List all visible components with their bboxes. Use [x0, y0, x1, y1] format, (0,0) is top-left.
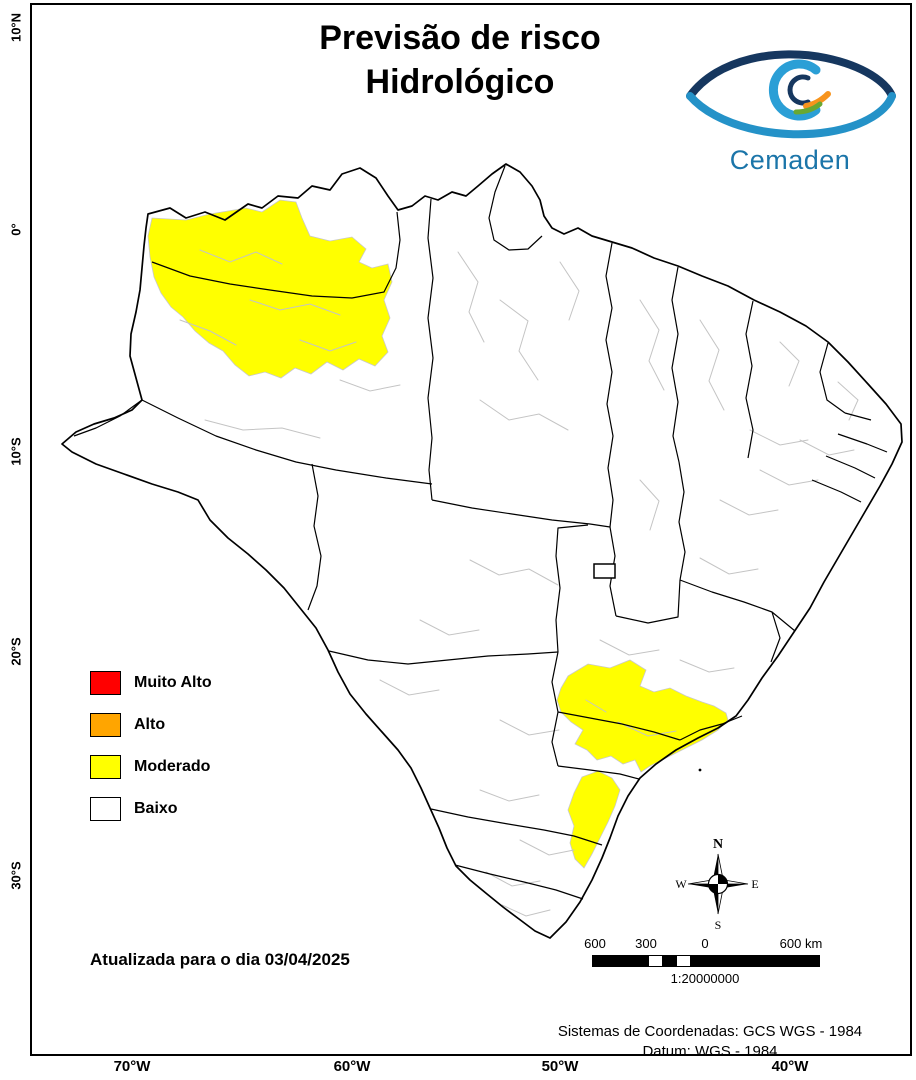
lat-label-10s: 10°S — [8, 437, 24, 466]
update-date-text: Atualizada para o dia 03/04/2025 — [90, 950, 350, 969]
page-title-line2: Hidrológico — [365, 63, 555, 102]
lon-label-70w: 70°W — [113, 1058, 151, 1075]
cemaden-eye-icon — [686, 50, 896, 139]
scale-label-0: 0 — [701, 936, 709, 951]
legend-swatch-alto — [90, 712, 121, 737]
compass-w: W — [675, 877, 687, 891]
compass-rose-icon: N S W E — [675, 837, 758, 932]
legend-label-alto: Alto — [134, 715, 166, 733]
island-dot — [698, 768, 702, 772]
map-frame — [30, 3, 912, 1056]
compass-rose: N S W E — [674, 834, 762, 935]
legend-label-moderado: Moderado — [134, 757, 211, 775]
legend-swatch-baixo — [90, 796, 121, 821]
scale-label-600km: 600 km — [779, 936, 823, 951]
legend-item-alto: Alto — [90, 712, 212, 737]
legend-item-muito-alto: Muito Alto — [90, 670, 212, 695]
lat-label-10n: 10°N — [8, 12, 24, 43]
compass-e: E — [751, 877, 758, 891]
moderado-region-amazonas — [147, 199, 393, 379]
lat-label-20s: 20°S — [8, 637, 24, 666]
page-title: Previsão de risco Hidrológico — [225, 16, 695, 104]
lon-label-50w: 50°W — [541, 1058, 579, 1075]
distrito-federal-box — [593, 563, 616, 579]
page-title-line1: Previsão de risco — [319, 19, 601, 57]
country-outline — [61, 163, 903, 939]
legend-item-moderado: Moderado — [90, 754, 212, 779]
coordinate-system-note: Sistemas de Coordenadas: GCS WGS - 1984 … — [505, 1022, 915, 1061]
compass-n: N — [713, 837, 723, 852]
moderado-region-sul — [567, 770, 621, 869]
scale-ratio: 1:20000000 — [670, 971, 740, 986]
lat-label-30s: 30°S — [8, 861, 24, 890]
legend-label-muito-alto: Muito Alto — [134, 673, 212, 691]
legend-label-baixo: Baixo — [134, 799, 178, 817]
cemaden-wordmark: Cemaden — [729, 145, 851, 175]
legend-item-baixo: Baixo — [90, 796, 212, 821]
lon-label-60w: 60°W — [333, 1058, 371, 1075]
lon-label-40w: 40°W — [771, 1058, 809, 1075]
state-borders — [73, 165, 888, 900]
legend-swatch-muito-alto — [90, 670, 121, 695]
compass-s: S — [715, 918, 722, 930]
coordinate-system-line1: Sistemas de Coordenadas: GCS WGS - 1984 — [557, 1023, 863, 1040]
legend-swatch-moderado — [90, 754, 121, 779]
scale-label-600-left: 600 — [584, 936, 606, 951]
subregion-borders — [179, 249, 859, 917]
cemaden-logo: Cemaden — [668, 44, 912, 176]
lat-label-0: 0° — [8, 223, 24, 236]
scale-bar-graphic — [592, 955, 820, 967]
risk-legend: Muito Alto Alto Moderado Baixo — [90, 670, 212, 838]
scale-label-300: 300 — [635, 936, 657, 951]
coordinate-system-line2: Datum: WGS - 1984 — [642, 1042, 778, 1060]
